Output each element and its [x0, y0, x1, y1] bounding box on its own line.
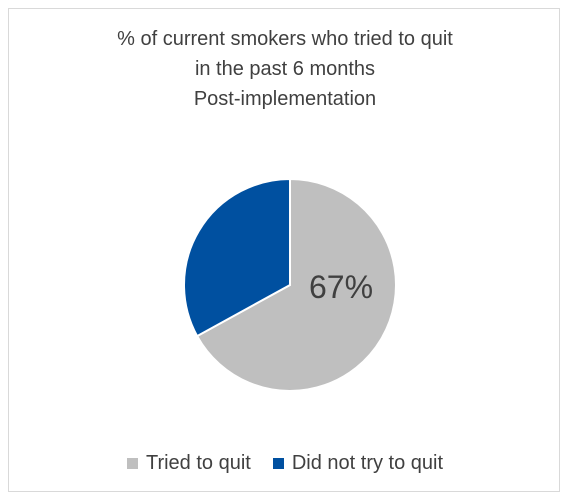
chart-title-line-3: Post-implementation	[193, 88, 377, 110]
pie-slices	[183, 177, 397, 392]
legend-label-tried: Tried to quit	[145, 452, 251, 474]
legend: Tried to quit Did not try to quit	[0, 452, 570, 475]
legend-item-did-not-try: Did not try to quit	[272, 452, 444, 475]
legend-label-did-not-try: Did not try to quit	[291, 452, 444, 474]
slice-label-tried: 67%	[309, 269, 373, 305]
legend-swatch-tried	[126, 458, 138, 469]
chart-title: % of current smokers who tried to quit i…	[0, 24, 570, 114]
pie-slice-did-not-try	[183, 177, 291, 338]
chart-title-line-1: % of current smokers who tried to quit	[117, 28, 453, 50]
legend-item-tried: Tried to quit	[126, 452, 251, 475]
legend-swatch-did-not-try	[272, 458, 284, 469]
pie-slice-tried	[195, 177, 397, 392]
chart-title-line-2: in the past 6 months	[194, 58, 376, 80]
